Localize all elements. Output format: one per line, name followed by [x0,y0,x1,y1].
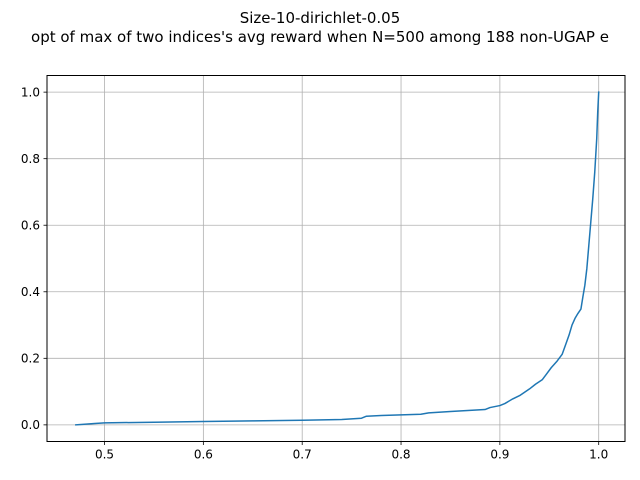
x-tick-label: 0.5 [95,448,114,462]
x-tick-label: 0.6 [194,448,213,462]
chart-title: Size-10-dirichlet-0.05 [239,9,401,27]
axes-frame [46,75,626,442]
y-tick-label: 1.0 [21,85,40,99]
chart-subtitle: opt of max of two indices's avg reward w… [31,28,609,46]
series-line-0 [75,91,600,426]
series-layer [75,91,600,426]
x-tick-label: 0.8 [391,448,410,462]
grid-layer [47,75,625,442]
y-tick-label: 0.6 [21,219,40,233]
x-tick-label: 0.9 [490,448,509,462]
x-tick-label: 0.7 [293,448,312,462]
y-tick-label: 0.4 [21,285,40,299]
y-tick-label: 0.2 [21,352,40,366]
y-tick-label: 0.8 [21,152,40,166]
x-tick-label: 1.0 [589,448,608,462]
tick-layer: 0.5 0.6 0.7 0.8 0.9 1.0 0.0 0.2 0.4 0.6 0.8 1.0 [21,85,608,461]
chart-title-block: Size-10-dirichlet-0.05 opt of max of two… [0,9,640,47]
y-tick-label: 0.0 [21,418,40,432]
